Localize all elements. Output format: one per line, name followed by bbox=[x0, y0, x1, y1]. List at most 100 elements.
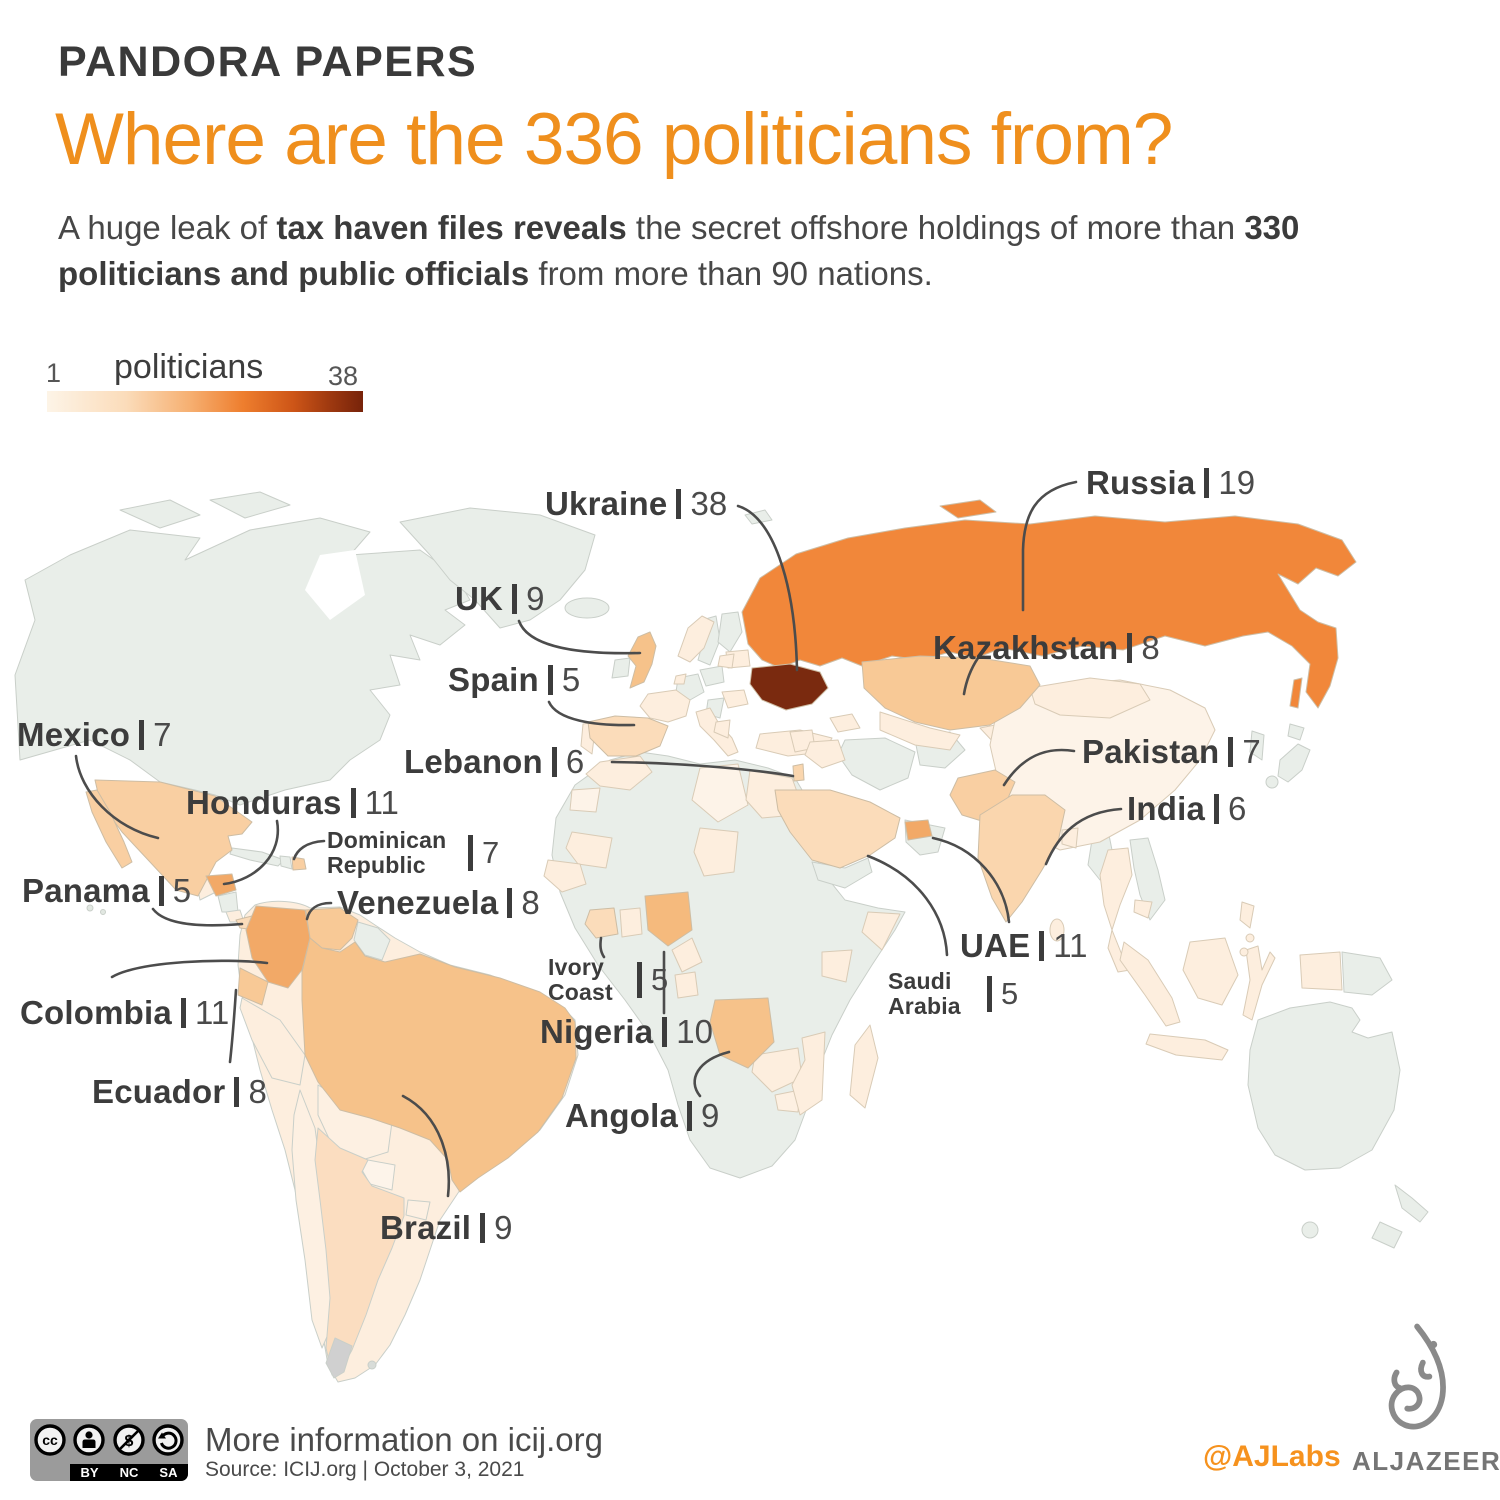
divider bbox=[637, 962, 642, 998]
country-name: Ivory Coast bbox=[548, 954, 613, 1005]
map-label-nigeria: Nigeria 10 bbox=[540, 1011, 713, 1053]
country-value: 10 bbox=[676, 1013, 713, 1050]
country-zimbabwe bbox=[774, 1089, 801, 1113]
world-map bbox=[0, 460, 1500, 1410]
leader-pakistan bbox=[1002, 748, 1076, 787]
country-name: Brazil bbox=[380, 1209, 472, 1246]
falkland-islands bbox=[367, 1360, 377, 1370]
country-name: Venezuela bbox=[337, 884, 499, 921]
patagonia bbox=[325, 1337, 353, 1379]
country-chad bbox=[693, 827, 739, 877]
country-value: 6 bbox=[1228, 790, 1247, 827]
country-brazil bbox=[301, 937, 577, 1193]
country-value: 7 bbox=[1242, 733, 1261, 770]
country-name: Spain bbox=[448, 661, 539, 698]
divider bbox=[468, 835, 473, 871]
kicker: PANDORA PAPERS bbox=[58, 38, 478, 86]
country-name: Ecuador bbox=[92, 1073, 226, 1110]
country-value: 11 bbox=[364, 784, 399, 821]
leader-honduras bbox=[222, 819, 280, 886]
divider bbox=[676, 489, 682, 519]
cc-icon: cc bbox=[34, 1424, 66, 1456]
description-text: A huge leak of bbox=[58, 209, 277, 246]
map-label-india: India 6 bbox=[1127, 788, 1246, 830]
country-name: Ukraine bbox=[545, 485, 668, 522]
country-senegal-guinea bbox=[543, 859, 587, 893]
country-name: India bbox=[1127, 790, 1206, 827]
leader-kazakhstan bbox=[962, 656, 980, 696]
map-label-angola: Angola 9 bbox=[565, 1095, 719, 1137]
cc-sa-label: SA bbox=[159, 1465, 178, 1480]
country-new-zealand bbox=[1394, 1184, 1429, 1223]
map-label-pakistan: Pakistan 7 bbox=[1082, 731, 1261, 773]
country-mozambique bbox=[791, 1031, 826, 1116]
cc-icons: cc $ bbox=[30, 1423, 188, 1457]
country-value: 9 bbox=[494, 1209, 513, 1246]
country-kazakhstan bbox=[861, 655, 1041, 731]
country-name: Panama bbox=[22, 872, 150, 909]
country-poland bbox=[699, 665, 725, 687]
page-title: Where are the 336 politicians from? bbox=[55, 99, 1173, 180]
map-label-ecuador: Ecuador 8 bbox=[92, 1071, 267, 1113]
cc-by-label: BY bbox=[80, 1465, 99, 1480]
ajlabs-credit: @AJLabs bbox=[1203, 1440, 1341, 1473]
country-ivory-coast bbox=[584, 907, 619, 939]
country-honduras bbox=[205, 873, 237, 897]
cc-nc-label: NC bbox=[119, 1465, 139, 1480]
divider bbox=[234, 1077, 240, 1107]
map-label-russia: Russia 19 bbox=[1086, 462, 1255, 504]
country-iceland bbox=[564, 597, 610, 619]
country-value: 9 bbox=[701, 1097, 720, 1134]
country-cameroon bbox=[671, 937, 703, 973]
country-russia-islands bbox=[939, 499, 997, 519]
country-finland bbox=[717, 611, 743, 653]
map-label-spain: Spain 5 bbox=[448, 659, 580, 701]
country-name: UK bbox=[455, 580, 504, 617]
leader-colombia bbox=[110, 959, 269, 979]
country-name: Honduras bbox=[186, 784, 342, 821]
divider bbox=[139, 720, 145, 750]
country-name: Dominican Republic bbox=[327, 827, 447, 878]
country-argentina bbox=[314, 1127, 405, 1376]
map-label-mexico: Mexico 7 bbox=[17, 714, 171, 756]
leader-brazil bbox=[401, 1094, 450, 1198]
country-denmark bbox=[673, 673, 687, 685]
divider bbox=[1127, 633, 1133, 663]
country-cuba bbox=[229, 847, 285, 867]
cc-license-badge: cc $ BY NC SA bbox=[30, 1419, 188, 1481]
country-india bbox=[977, 794, 1066, 923]
legend-title: politicians bbox=[114, 348, 264, 386]
country-mongolia bbox=[1029, 677, 1151, 719]
leader-saudi-arabia bbox=[866, 854, 949, 957]
map-label-saudi-arabia: Saudi Arabia 5 bbox=[888, 966, 1018, 1022]
map-label-uk: UK 9 bbox=[455, 578, 544, 620]
country-new-zealand bbox=[1371, 1221, 1403, 1249]
divider bbox=[1039, 931, 1045, 961]
country-iran bbox=[837, 737, 916, 791]
country-value: 5 bbox=[561, 661, 581, 698]
country-name: UAE bbox=[960, 927, 1031, 964]
country-value: 19 bbox=[1218, 464, 1256, 501]
world-map-svg bbox=[14, 480, 1429, 1383]
country-name: Pakistan bbox=[1082, 733, 1220, 770]
country-philippines bbox=[1245, 933, 1255, 943]
country-name: Mexico bbox=[17, 716, 131, 753]
country-haiti bbox=[279, 855, 293, 870]
country-japan bbox=[1277, 743, 1311, 783]
country-russia bbox=[741, 515, 1357, 709]
country-baltics bbox=[717, 653, 735, 669]
country-value: 6 bbox=[565, 743, 585, 780]
source-text: Source: ICIJ.org | October 3, 2021 bbox=[205, 1458, 525, 1481]
divider bbox=[662, 1017, 668, 1047]
country-name: Kazakhstan bbox=[933, 629, 1119, 666]
country-value: 9 bbox=[526, 580, 545, 617]
leader-spain bbox=[547, 700, 636, 727]
aljazeera-wordmark: ALJAZEERA bbox=[1352, 1446, 1500, 1476]
divider bbox=[158, 876, 164, 906]
cc-license-labels: BY NC SA bbox=[70, 1464, 188, 1481]
country-romania bbox=[721, 689, 749, 709]
arctic-island bbox=[119, 499, 201, 529]
map-label-ivory-coast: Ivory Coast 5 bbox=[548, 952, 668, 1008]
country-greenland bbox=[399, 507, 596, 629]
leader-dominican-republic bbox=[292, 839, 326, 861]
